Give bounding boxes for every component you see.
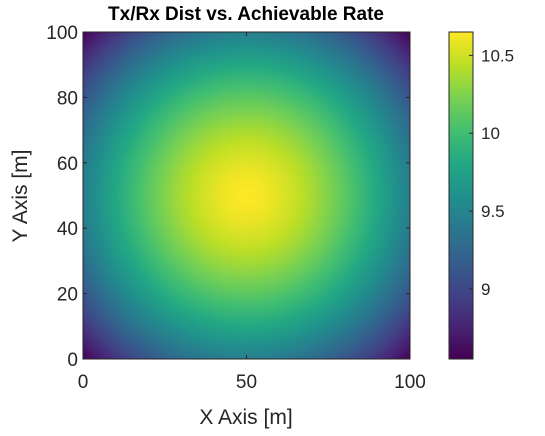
y-tick-label: 80 — [57, 88, 78, 109]
x-axis-label: X Axis [m] — [199, 406, 292, 429]
x-tick-label: 50 — [236, 372, 257, 393]
colorbar-tick-label: 10 — [481, 124, 500, 143]
heatmap-cells — [83, 32, 410, 359]
x-axis-ticks: 0 50 100 — [78, 32, 426, 393]
heatmap-plot-area — [83, 32, 410, 359]
y-tick-label: 100 — [46, 23, 78, 44]
y-tick-label: 60 — [57, 154, 78, 175]
y-axis-ticks: 0 20 40 60 80 100 — [46, 23, 410, 371]
colorbar-gradient — [449, 32, 473, 359]
chart-title: Tx/Rx Dist vs. Achievable Rate — [108, 4, 384, 25]
colorbar-tick-label: 10.5 — [481, 46, 514, 65]
y-tick-label: 40 — [57, 219, 78, 240]
colorbar: 9 9.5 10 10.5 — [448, 31, 514, 360]
x-tick-label: 100 — [394, 372, 426, 393]
colorbar-frame — [448, 31, 474, 360]
colorbar-ticks: 9 9.5 10 10.5 — [469, 46, 514, 299]
y-axis-label: Y Axis [m] — [9, 150, 32, 243]
y-tick-label: 20 — [57, 285, 78, 306]
y-tick-label: 0 — [67, 350, 78, 371]
x-tick-label: 0 — [78, 372, 89, 393]
colorbar-tick-label: 9.5 — [481, 202, 505, 221]
colorbar-tick-label: 9 — [481, 280, 490, 299]
